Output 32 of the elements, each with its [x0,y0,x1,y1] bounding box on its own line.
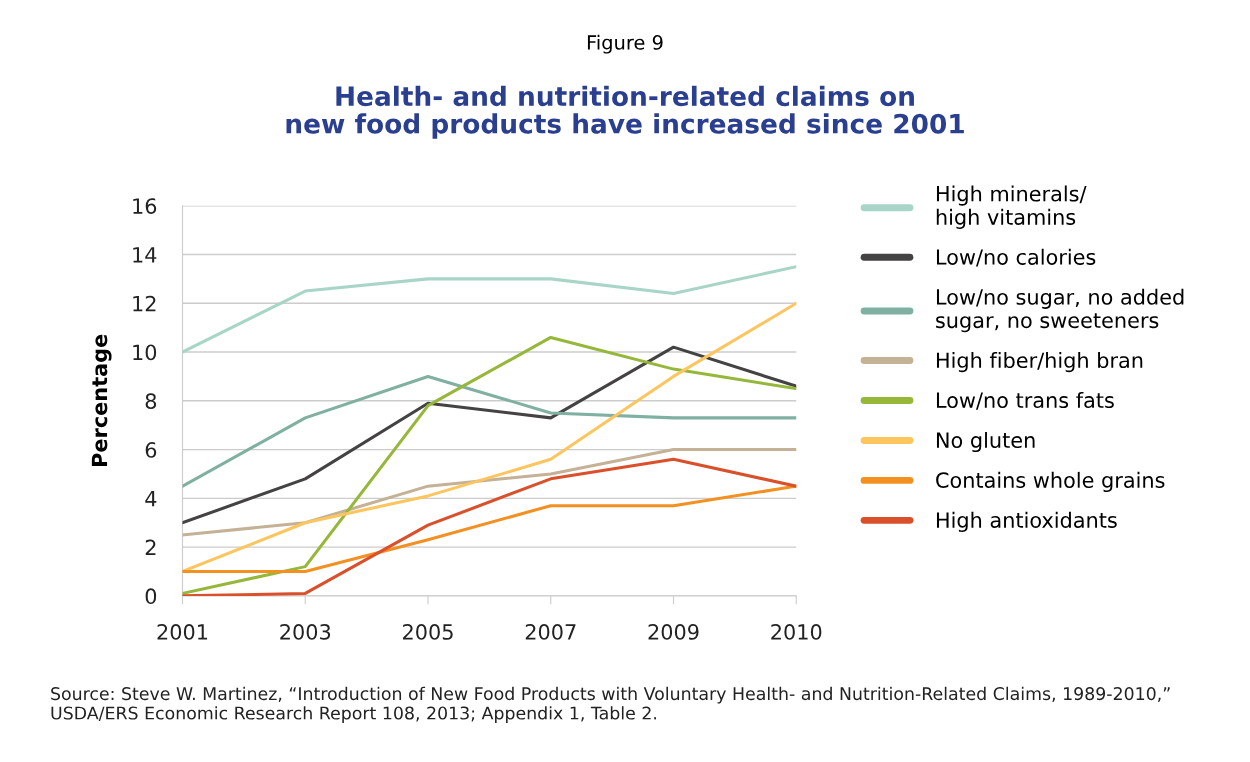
line-series [182,484,797,574]
legend-label: Low/no trans fats [936,391,1114,410]
legend-label: High minerals/ high vitamins [936,185,1087,229]
y-tick-label: 4 [145,491,157,507]
line-series [182,345,797,525]
y-tick-label: 16 [133,198,157,214]
chart-subtitle: Figure 9 [587,34,663,54]
x-tick-label: 2005 [403,624,453,640]
y-tick-label: 12 [133,295,156,312]
y-tick-label: 10 [133,344,157,361]
legend-label: Low/no sugar, no added sugar, no sweeteners [936,288,1184,333]
y-axis-title: Percentage [91,334,112,466]
line-series [182,265,797,354]
y-tick-label: 2 [145,539,156,556]
legend-label: Contains whole grains [936,471,1165,493]
x-tick-label: 2009 [648,624,699,640]
legend-label: Low/no calories [936,248,1096,267]
y-tick-label: 8 [145,393,157,410]
y-tick-label: 14 [133,247,157,263]
legend-label: High antioxidants [936,511,1117,532]
legend-label: No gluten [936,431,1035,453]
legend-label: High fiber/high bran [936,352,1143,373]
x-tick-label: 2003 [280,624,331,640]
source-note: Source: Steve W. Martinez, “Introduction of New Food Products with Voluntary Health- and Nutrition-Related Claims, 1989-2010,” USDA/ERS Economic Research Report 108, 2013; Appendix 1, Table 2. [51,686,1170,723]
line-series [182,448,797,537]
y-tick-label: 0 [145,588,157,605]
x-tick-label: 2010 [771,624,822,640]
chart-title: Health- and nutrition-related claims on new food products have increased since 2001 [286,85,964,139]
x-tick-label: 2001 [157,624,208,640]
y-tick-label: 6 [145,442,157,458]
line-series [182,374,797,488]
x-tick-label: 2007 [525,624,576,640]
